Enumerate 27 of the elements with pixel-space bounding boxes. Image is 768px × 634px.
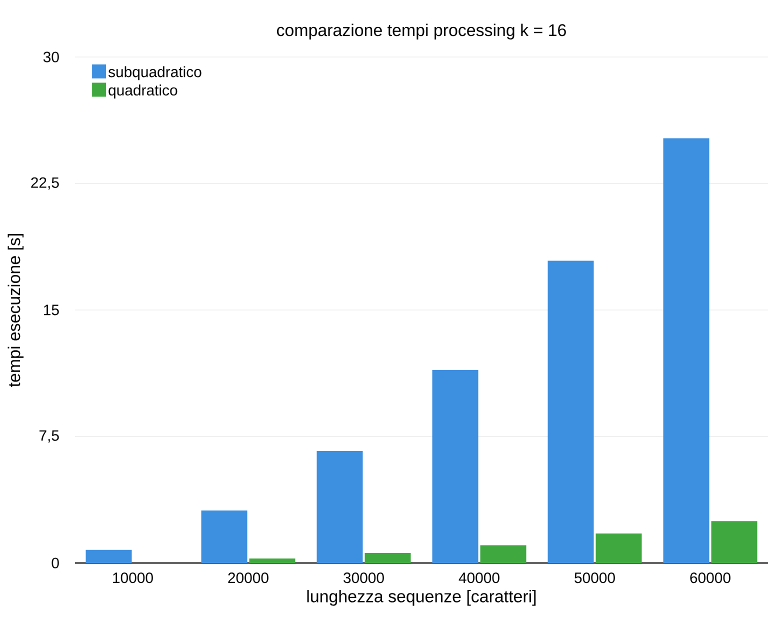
legend-label: subquadratico [108,66,202,80]
x-tick-label: 10000 [113,572,153,584]
x-tick-label: 30000 [344,572,384,584]
bar [249,558,296,563]
y-tick-label: 7,5 [39,430,59,443]
y-axis-title: tempi esecuzione [s] [8,234,24,387]
x-tick-label: 40000 [458,572,500,584]
x-tick-label: 20000 [228,572,268,584]
x-tick-label: 50000 [574,572,615,584]
bar [711,521,758,563]
x-tick-label: 60000 [690,572,730,584]
y-tick-label: 15 [44,304,59,316]
bar [201,510,248,563]
bar [548,260,594,563]
bar [432,370,478,563]
legend-label: quadratico [108,84,178,98]
y-tick-label: 0 [52,558,59,568]
bar [480,545,526,563]
chart-title: comparazione tempi processing k = 16 [277,24,566,40]
y-tick-label: 30 [43,52,59,62]
bar [86,550,132,563]
bar [663,138,710,563]
y-tick-label: 22,5 [31,177,59,190]
bar [596,533,642,563]
x-axis-title: lunghezza sequenze [caratteri] [307,590,536,606]
bar [364,553,411,563]
bar [316,451,363,563]
